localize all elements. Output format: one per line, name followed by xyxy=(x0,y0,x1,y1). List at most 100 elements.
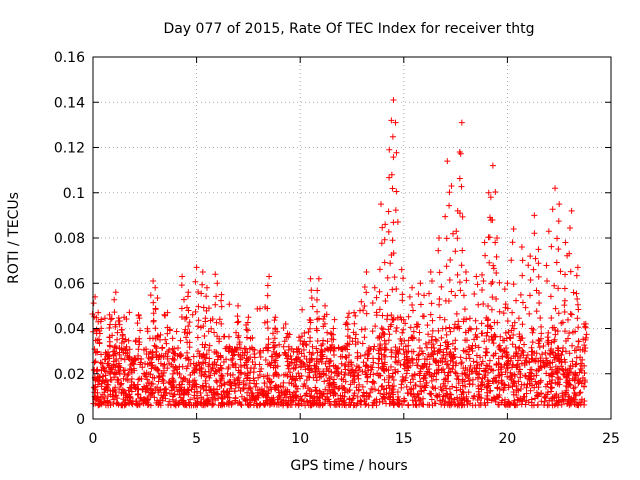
data-point xyxy=(493,361,500,368)
data-point xyxy=(122,390,129,397)
data-point xyxy=(363,371,370,378)
data-point xyxy=(376,334,383,341)
data-point xyxy=(493,296,500,303)
data-point xyxy=(410,348,417,355)
data-point xyxy=(541,398,548,405)
data-point xyxy=(552,379,559,386)
data-point xyxy=(212,367,219,374)
data-point xyxy=(405,364,412,371)
data-point xyxy=(528,348,535,355)
data-point xyxy=(509,372,516,379)
data-point xyxy=(110,393,117,400)
data-point xyxy=(226,394,233,401)
data-point xyxy=(300,346,307,353)
data-point xyxy=(108,315,115,322)
data-point xyxy=(523,390,530,397)
data-point xyxy=(529,382,536,389)
data-point xyxy=(488,366,495,373)
data-point xyxy=(447,257,454,264)
data-point xyxy=(573,272,580,279)
data-point xyxy=(523,355,530,362)
data-point xyxy=(385,367,392,374)
data-point xyxy=(326,400,333,407)
data-point xyxy=(510,225,517,232)
data-point xyxy=(138,375,145,382)
data-point xyxy=(489,162,496,169)
data-point xyxy=(476,371,483,378)
data-point xyxy=(509,383,516,390)
data-point xyxy=(264,318,271,325)
data-point xyxy=(132,337,139,344)
data-point xyxy=(135,376,142,383)
data-point xyxy=(313,363,320,370)
data-point xyxy=(227,379,234,386)
data-point xyxy=(169,363,176,370)
data-point xyxy=(507,369,514,376)
data-point xyxy=(354,393,361,400)
data-point xyxy=(441,316,448,323)
data-point xyxy=(508,327,515,334)
data-point xyxy=(157,386,164,393)
data-point xyxy=(418,348,425,355)
data-point xyxy=(399,329,406,336)
data-point xyxy=(346,367,353,374)
data-point xyxy=(567,362,574,369)
data-point xyxy=(268,398,275,405)
data-point xyxy=(176,370,183,377)
data-point xyxy=(370,371,377,378)
data-point xyxy=(493,377,500,384)
data-point xyxy=(313,377,320,384)
data-point xyxy=(486,234,493,241)
data-point xyxy=(354,349,361,356)
data-point xyxy=(218,382,225,389)
data-point xyxy=(346,310,353,317)
data-point xyxy=(435,366,442,373)
data-point xyxy=(536,344,543,351)
data-point xyxy=(460,365,467,372)
data-point xyxy=(166,390,173,397)
data-point xyxy=(182,326,189,333)
data-point xyxy=(149,362,156,369)
x-tick-label: 25 xyxy=(602,431,620,447)
data-point xyxy=(390,96,397,103)
data-point xyxy=(428,277,435,284)
data-point xyxy=(221,381,228,388)
data-point xyxy=(576,378,583,385)
data-point xyxy=(247,335,254,342)
data-point xyxy=(496,342,503,349)
data-point xyxy=(240,385,247,392)
data-point xyxy=(143,386,150,393)
data-point xyxy=(125,387,132,394)
data-point xyxy=(306,325,313,332)
data-point xyxy=(99,364,106,371)
data-point xyxy=(309,343,316,350)
data-point xyxy=(293,388,300,395)
data-point xyxy=(560,396,567,403)
data-point xyxy=(223,356,230,363)
data-point xyxy=(354,372,361,379)
data-point xyxy=(162,312,169,319)
data-point xyxy=(555,218,562,225)
data-point xyxy=(143,346,150,353)
data-point xyxy=(452,337,459,344)
data-point xyxy=(145,401,152,408)
data-point xyxy=(237,345,244,352)
data-point xyxy=(324,329,331,336)
data-point xyxy=(436,314,443,321)
data-point xyxy=(228,385,235,392)
data-point xyxy=(502,301,509,308)
data-point xyxy=(193,264,200,271)
data-point xyxy=(118,390,125,397)
data-point xyxy=(176,363,183,370)
data-point xyxy=(560,344,567,351)
data-point xyxy=(352,312,359,319)
data-point xyxy=(359,368,366,375)
data-point xyxy=(396,345,403,352)
data-point xyxy=(553,235,560,242)
data-point xyxy=(244,372,251,379)
axis-ticks: 0 0.02 0.04 0.06 0.08 0.1 0.12 0.14 0.16 0 5 10 15 20… xyxy=(54,50,620,447)
data-point xyxy=(116,370,123,377)
data-point xyxy=(200,351,207,358)
data-point xyxy=(369,364,376,371)
data-point xyxy=(270,357,277,364)
